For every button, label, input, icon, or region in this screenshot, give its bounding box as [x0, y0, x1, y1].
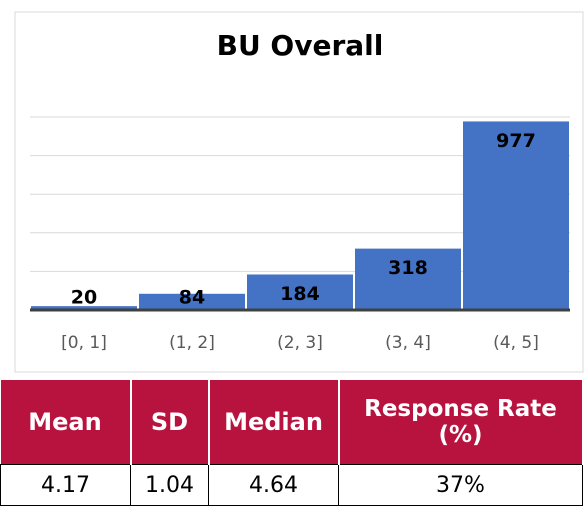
- data-label: 184: [280, 283, 320, 305]
- data-cell: 4.64: [208, 464, 339, 506]
- header-row: Mean SD Median Response Rate (%): [0, 380, 584, 465]
- header-cell: Median: [208, 380, 340, 465]
- data-cell: 4.17: [0, 464, 131, 506]
- stats-table: Mean SD Median Response Rate (%) 4.17 1.04 4.…: [0, 380, 584, 506]
- x-tick-label: [0, 1]: [61, 333, 107, 353]
- data-row: 4.17 1.04 4.64 37%: [0, 464, 583, 506]
- chart: BU Overall [0, 1] 20 (1, 2] 84 (2, 3] 184 (3, …: [14, 11, 584, 373]
- x-tick-label: (1, 2]: [169, 333, 215, 353]
- header-cell: SD: [130, 380, 210, 465]
- data-label: 84: [179, 287, 205, 309]
- bar: [31, 306, 137, 310]
- header-cell: Response Rate (%): [338, 380, 584, 465]
- x-tick-label: (4, 5]: [493, 333, 539, 353]
- x-tick-label: (2, 3]: [277, 333, 323, 353]
- chart-title: BU Overall: [217, 29, 384, 62]
- data-label: 977: [496, 130, 536, 152]
- data-label: 20: [71, 287, 97, 309]
- bar: [139, 293, 245, 310]
- x-tick-label: (3, 4]: [385, 333, 431, 353]
- header-cell: Mean: [0, 380, 132, 465]
- bar: [247, 274, 353, 310]
- data-label: 318: [388, 257, 428, 279]
- data-cell: 37%: [338, 464, 583, 506]
- data-cell: 1.04: [130, 464, 209, 506]
- bar: [355, 248, 461, 310]
- bar: [463, 121, 569, 311]
